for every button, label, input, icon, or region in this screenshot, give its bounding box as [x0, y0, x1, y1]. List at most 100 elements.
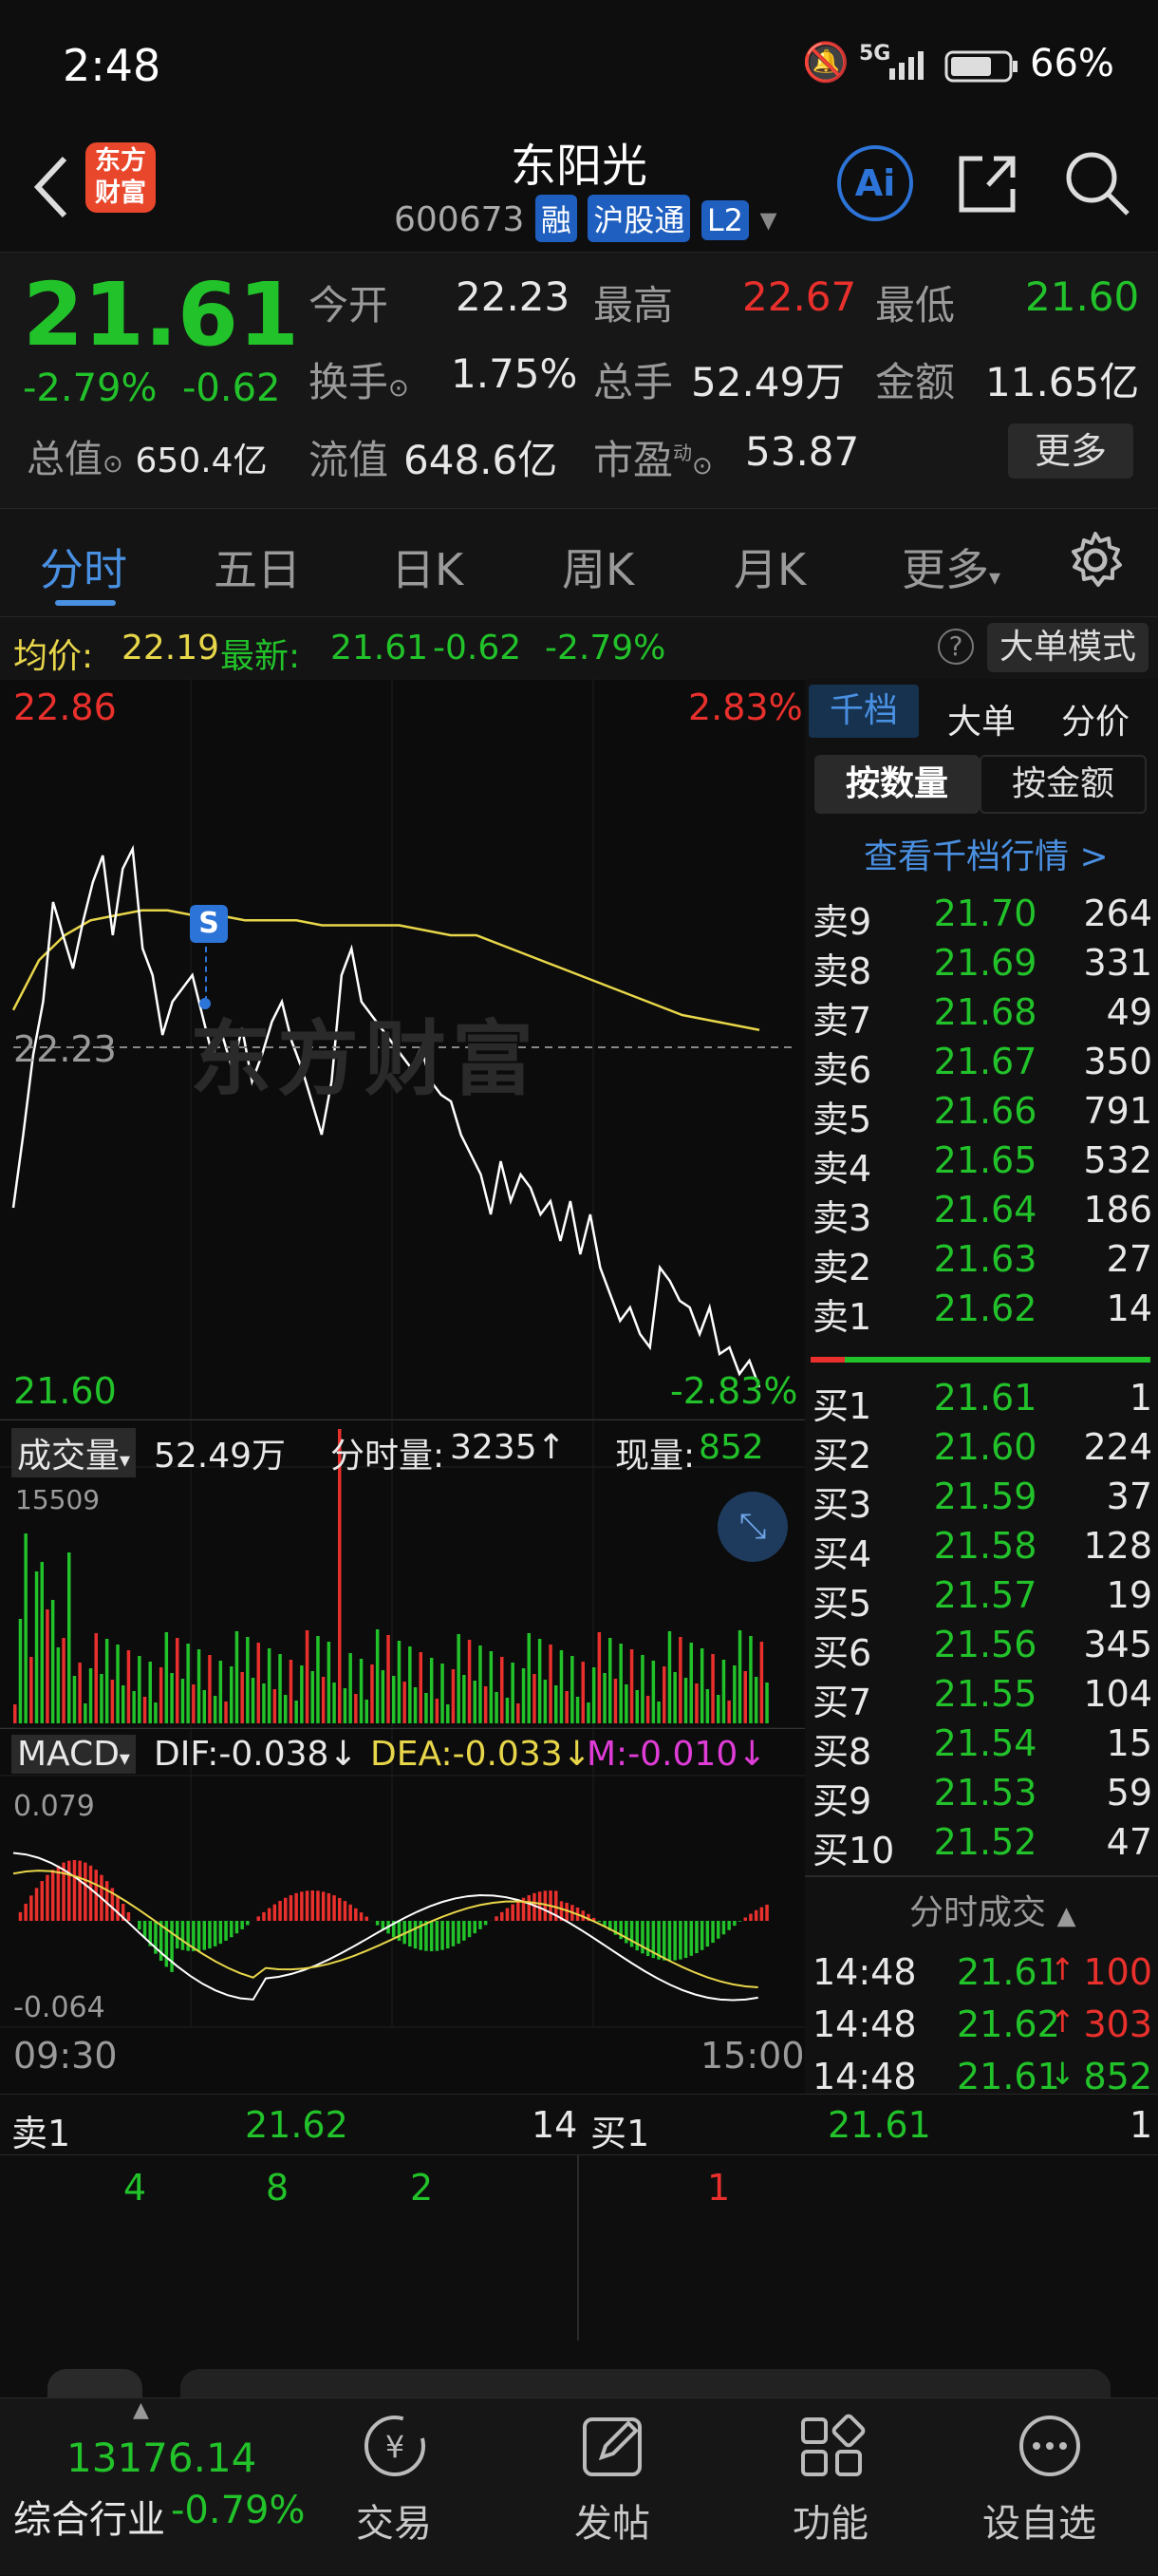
change-pct: -2.79% — [23, 367, 158, 410]
tab-weekly[interactable]: 周K — [562, 536, 634, 598]
sell-marker[interactable]: S — [190, 905, 228, 943]
macd-bar — [57, 1866, 61, 1921]
macd-bar — [625, 1921, 628, 1943]
macd-bar — [695, 1921, 699, 1953]
level-price: 21.52 — [928, 1821, 1042, 1863]
index-ticker[interactable]: ▲ 13176.14 综合行业 -0.79% — [0, 2398, 304, 2576]
trades-title-text: 分时成交 — [909, 1893, 1046, 1932]
volume-header: 成交量▾ 52.49万 分时量: 3235↑ 现量: 852 — [0, 1420, 805, 1467]
back-icon[interactable] — [27, 149, 74, 225]
macd-bar — [284, 1898, 288, 1921]
trade-volume: 303 — [1083, 2003, 1152, 2045]
volume-bar — [268, 1648, 271, 1723]
tab-depth[interactable]: 千档 — [809, 685, 919, 738]
macd-indicator-select[interactable]: MACD▾ — [11, 1735, 136, 1774]
level-price: 21.56 — [928, 1624, 1042, 1665]
volume-bar — [408, 1646, 412, 1723]
nav-trade[interactable]: ¥ 交易 — [323, 2398, 465, 2576]
info-icon[interactable]: ⊙ — [388, 374, 409, 403]
nav-watchlist[interactable]: 设自选 — [978, 2398, 1120, 2576]
tab-intraday[interactable]: 分时 — [40, 536, 127, 598]
volume-bar — [744, 1671, 748, 1723]
volume-bar — [138, 1656, 141, 1723]
large-order-mode-button[interactable]: 大单模式 — [987, 623, 1149, 672]
more-button[interactable]: 更多 — [1008, 423, 1133, 479]
trade-time: 14:48 — [812, 2003, 917, 2045]
tab-large-orders[interactable]: 大单 — [947, 694, 1016, 743]
by-amount-button[interactable]: 按金额 — [980, 755, 1147, 814]
nav-functions[interactable]: 功能 — [759, 2398, 902, 2576]
volume-bar — [143, 1697, 147, 1723]
tab-5day[interactable]: 五日 — [214, 536, 301, 598]
macd-bar — [257, 1916, 261, 1921]
macd-bar — [446, 1921, 450, 1948]
level-volume: 19 — [1107, 1574, 1152, 1616]
expand-icon[interactable]: ⤡ — [718, 1492, 788, 1562]
time-start-label: 09:30 — [13, 2035, 118, 2077]
macd-bar — [262, 1912, 266, 1921]
macd-dif-value: DIF:-0.038 — [154, 1735, 328, 1774]
tag-connect: 沪股通 — [588, 195, 690, 242]
info-icon[interactable]: ⊙ — [103, 450, 123, 479]
by-volume-button[interactable]: 按数量 — [814, 755, 980, 814]
market-cap-value: 650.4亿 — [136, 442, 268, 480]
view-depth-link[interactable]: 查看千档行情 > — [864, 829, 1109, 878]
volume-bar — [755, 1677, 758, 1723]
minute-volume-label: 分时量: — [330, 1428, 444, 1477]
tab-more[interactable]: 更多▾ — [902, 536, 1000, 598]
macd-bar — [268, 1908, 271, 1921]
macd-bar — [408, 1921, 412, 1946]
more-dots-icon — [1016, 2412, 1084, 2480]
volume-bar — [100, 1674, 103, 1723]
level-label: 卖4 — [812, 1139, 871, 1192]
volume-bar — [679, 1637, 682, 1723]
tab-daily[interactable]: 日K — [391, 536, 463, 598]
macd-bar — [679, 1921, 682, 1960]
macd-bar — [246, 1921, 250, 1925]
info-icon[interactable]: ⊙ — [692, 452, 713, 480]
volume-indicator-select[interactable]: 成交量▾ — [11, 1428, 136, 1477]
search-icon[interactable] — [1061, 147, 1133, 219]
trades-title[interactable]: 分时成交 ▲ — [909, 1885, 1075, 1934]
expand-arrow-icon[interactable]: ▾ — [759, 200, 776, 239]
tab-indicator — [55, 600, 116, 606]
tab-monthly[interactable]: 月K — [734, 536, 806, 598]
macd-bar — [84, 1863, 87, 1921]
ai-icon[interactable]: Ai — [837, 145, 913, 221]
tab-price-dist[interactable]: 分价 — [1061, 694, 1130, 743]
mute-icon: 🔕 — [802, 40, 850, 85]
share-icon[interactable] — [954, 147, 1020, 219]
volume-bar — [121, 1685, 125, 1723]
macd-bar — [430, 1921, 434, 1951]
trade-direction-icon: ↑ — [1050, 2003, 1075, 2040]
settings-gear-icon[interactable] — [1065, 530, 1126, 591]
volume-bar — [592, 1667, 596, 1723]
volume-bar — [294, 1701, 298, 1723]
volume-bar — [636, 1690, 640, 1723]
volume-bar — [170, 1673, 174, 1723]
help-icon[interactable]: ? — [938, 629, 974, 665]
volume-bar — [219, 1661, 223, 1723]
nav-post[interactable]: 发帖 — [541, 2398, 683, 2576]
